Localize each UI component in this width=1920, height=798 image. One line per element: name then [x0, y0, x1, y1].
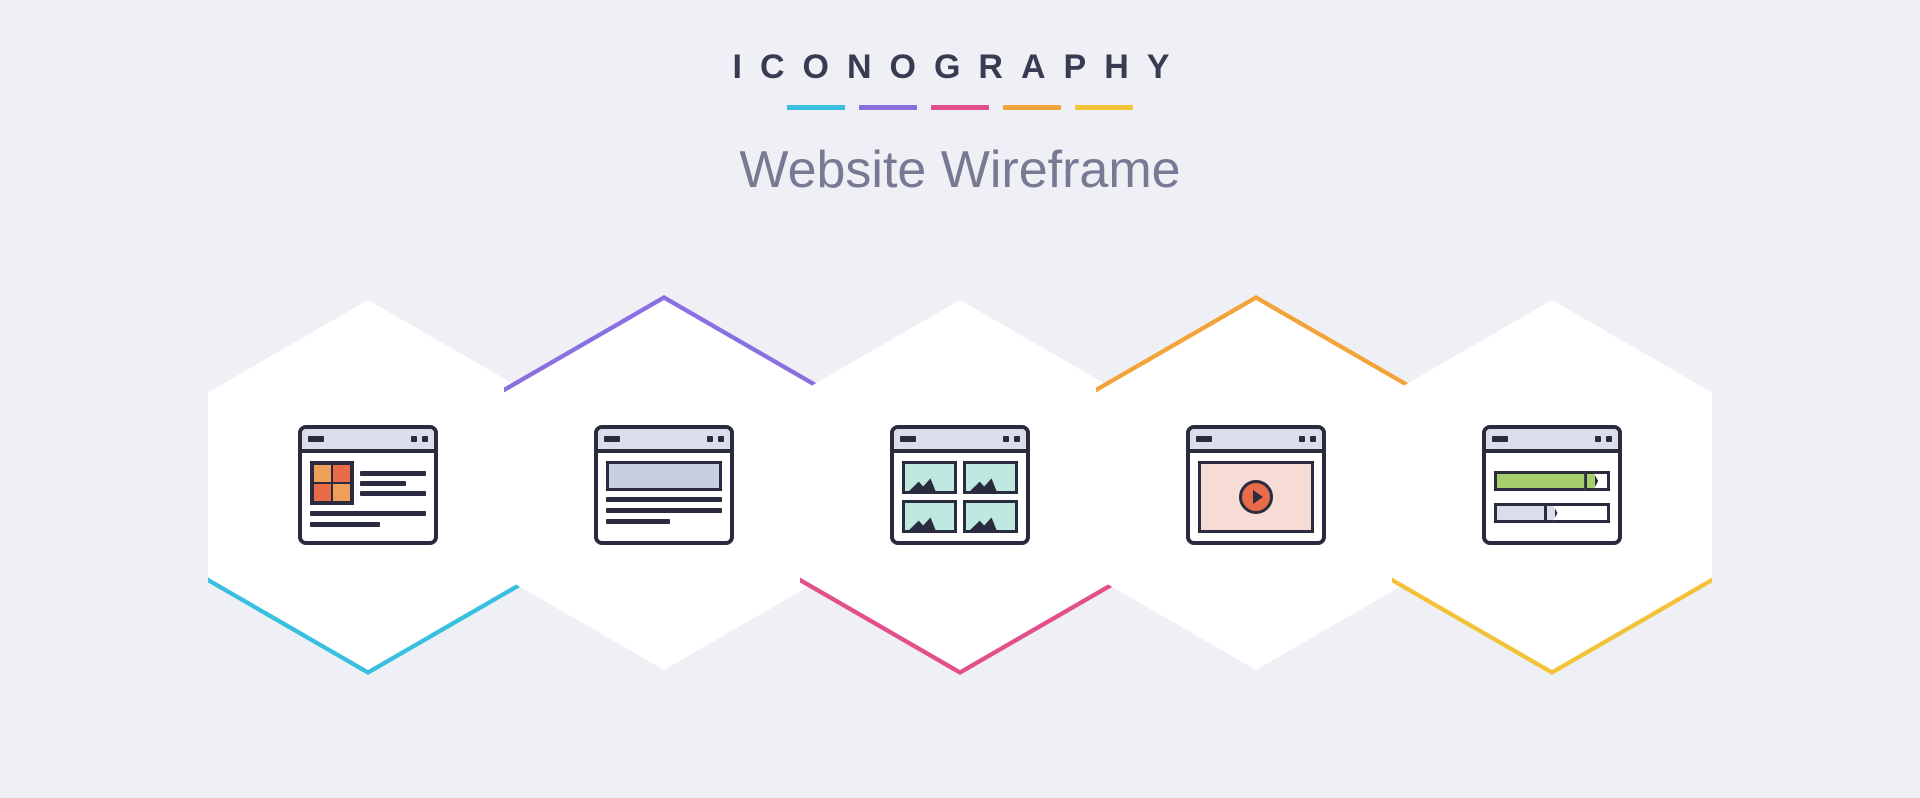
brand-color-bars	[0, 105, 1920, 110]
image-thumb	[963, 500, 1018, 533]
tab-indicator	[900, 436, 916, 442]
hero-block	[606, 461, 722, 491]
tab-indicator	[308, 436, 324, 442]
window-dot	[1299, 436, 1305, 442]
header: ICONOGRAPHY Website Wireframe	[0, 0, 1920, 200]
subtitle: Website Wireframe	[0, 140, 1920, 200]
hex-face-3	[800, 300, 1120, 670]
progress-page-icon	[1482, 425, 1622, 545]
color-bar-2	[859, 105, 917, 110]
tab-indicator	[1196, 436, 1212, 442]
content-page-icon	[298, 425, 438, 545]
video-area	[1198, 461, 1314, 533]
hex-tile-4	[1086, 290, 1426, 680]
tab-indicator	[1492, 436, 1508, 442]
progress-bar-1	[1494, 471, 1610, 491]
window-dot	[707, 436, 713, 442]
play-icon	[1239, 480, 1273, 514]
color-bar-3	[931, 105, 989, 110]
window-dot	[1310, 436, 1316, 442]
play-triangle	[1253, 490, 1263, 504]
color-bar-4	[1003, 105, 1061, 110]
color-bar-5	[1075, 105, 1133, 110]
browser-chrome	[302, 429, 434, 453]
window-dot	[1606, 436, 1612, 442]
image-grid	[902, 461, 1018, 533]
browser-chrome	[598, 429, 730, 453]
tab-indicator	[604, 436, 620, 442]
browser-chrome	[1190, 429, 1322, 453]
browser-body	[1190, 453, 1322, 541]
brand-title: ICONOGRAPHY	[0, 48, 1920, 87]
window-dot	[1003, 436, 1009, 442]
window-dot	[411, 436, 417, 442]
image-thumb	[963, 461, 1018, 494]
hex-face-4	[1096, 300, 1416, 670]
browser-body	[1486, 453, 1618, 541]
window-dot	[718, 436, 724, 442]
article-page-icon	[594, 425, 734, 545]
browser-chrome	[1486, 429, 1618, 453]
progress-arrow-2	[1544, 503, 1558, 523]
hex-face-1	[208, 300, 528, 670]
progress-bar-2	[1494, 503, 1610, 523]
image-thumb	[902, 461, 957, 494]
hex-tile-2	[494, 290, 834, 680]
hex-tile-3	[790, 290, 1130, 680]
progress-fill-1	[1497, 474, 1587, 488]
hex-tile-5	[1382, 290, 1722, 680]
browser-chrome	[894, 429, 1026, 453]
image-thumb	[902, 500, 957, 533]
progress-arrow-1	[1584, 471, 1598, 491]
window-dot	[1595, 436, 1601, 442]
icon-set-row	[110, 290, 1810, 680]
window-dot	[422, 436, 428, 442]
video-page-icon	[1186, 425, 1326, 545]
hex-face-5	[1392, 300, 1712, 670]
browser-body	[598, 453, 730, 541]
color-bar-1	[787, 105, 845, 110]
text-lines	[360, 461, 426, 505]
window-dot	[1014, 436, 1020, 442]
hex-face-2	[504, 300, 824, 670]
browser-body	[894, 453, 1026, 541]
thumb-grid	[310, 461, 354, 505]
browser-body	[302, 453, 434, 541]
gallery-page-icon	[890, 425, 1030, 545]
hex-tile-1	[198, 290, 538, 680]
progress-fill-2	[1497, 506, 1547, 520]
